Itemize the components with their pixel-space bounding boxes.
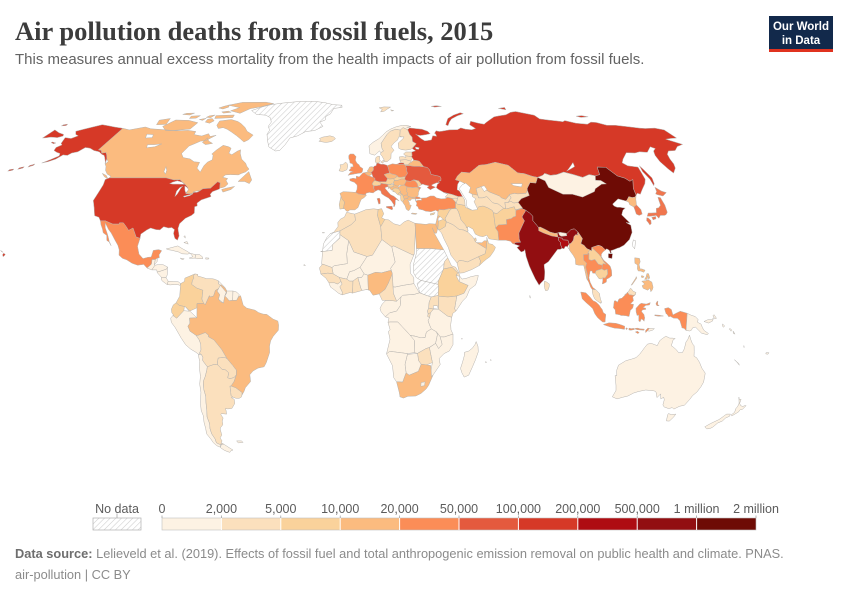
svg-text:2,000: 2,000 (206, 502, 237, 516)
svg-text:1 million: 1 million (674, 502, 720, 516)
svg-text:100,000: 100,000 (496, 502, 541, 516)
svg-text:No data: No data (95, 502, 139, 516)
svg-text:200,000: 200,000 (555, 502, 600, 516)
svg-text:0: 0 (159, 502, 166, 516)
svg-text:2 million: 2 million (733, 502, 779, 516)
svg-text:10,000: 10,000 (321, 502, 359, 516)
svg-text:5,000: 5,000 (265, 502, 296, 516)
svg-text:500,000: 500,000 (615, 502, 660, 516)
svg-text:20,000: 20,000 (380, 502, 418, 516)
svg-text:50,000: 50,000 (440, 502, 478, 516)
